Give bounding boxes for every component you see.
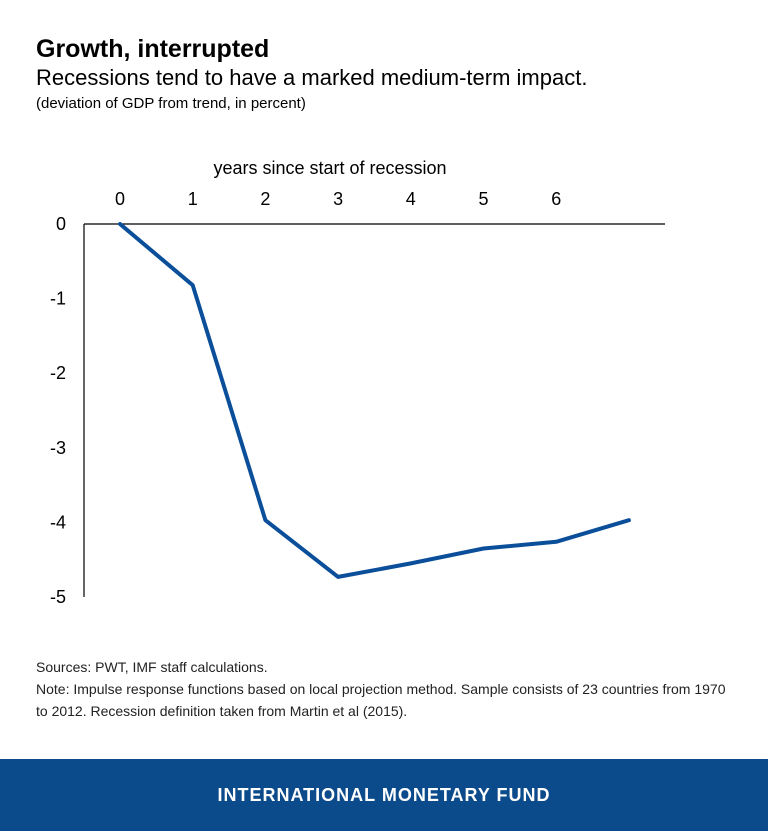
chart-subtitle: Recessions tend to have a marked medium-… <box>36 65 588 90</box>
x-tick-label: 5 <box>478 189 488 209</box>
x-tick-label: 3 <box>333 189 343 209</box>
x-tick-labels: 0 1 2 3 4 5 6 <box>115 189 561 209</box>
y-tick-label: 0 <box>56 214 66 234</box>
x-tick-label: 0 <box>115 189 125 209</box>
x-tick-label: 4 <box>406 189 416 209</box>
x-tick-label: 1 <box>188 189 198 209</box>
footer-banner: INTERNATIONAL MONETARY FUND <box>0 759 768 831</box>
chart-title: Growth, interrupted <box>36 35 270 63</box>
y-tick-label: -2 <box>50 363 66 383</box>
organization-name: INTERNATIONAL MONETARY FUND <box>217 784 551 805</box>
series-group <box>118 222 631 579</box>
x-tick-label: 6 <box>551 189 561 209</box>
y-tick-labels: 0 -1 -2 -3 -4 -5 <box>50 214 66 607</box>
y-tick-label: -3 <box>50 438 66 458</box>
y-tick-label: -4 <box>50 512 66 532</box>
footnotes: Sources: PWT, IMF staff calculations. No… <box>36 656 736 722</box>
sources-note: Sources: PWT, IMF staff calculations. <box>36 659 268 675</box>
series-line <box>118 222 631 579</box>
method-note: Note: Impulse response functions based o… <box>36 681 726 719</box>
line-chart: years since start of recession 0 1 2 3 4 5 6 0… <box>50 158 665 607</box>
x-tick-label: 2 <box>260 189 270 209</box>
y-tick-label: -5 <box>50 587 66 607</box>
y-tick-label: -1 <box>50 289 66 309</box>
x-axis-title: years since start of recession <box>213 158 446 178</box>
unit-note: (deviation of GDP from trend, in percent… <box>36 95 306 112</box>
